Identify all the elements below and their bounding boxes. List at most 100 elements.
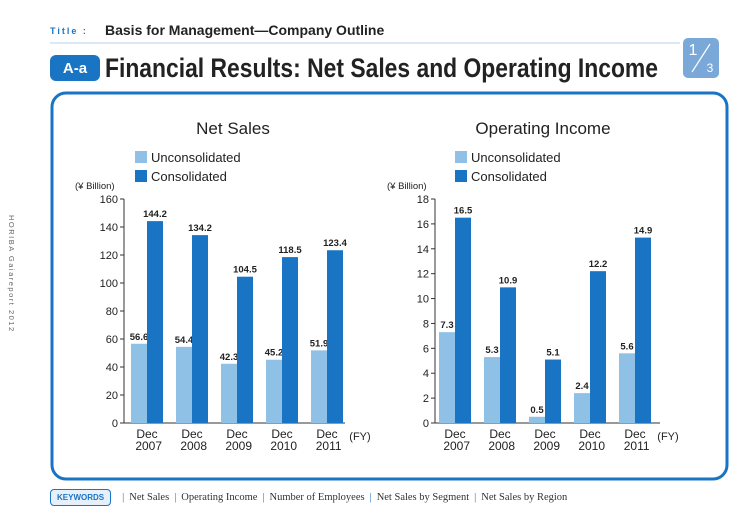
x-tick-label: Dec 2010 — [267, 427, 297, 453]
value-label: 5.3 — [485, 345, 498, 356]
legend-label: Unconsolidated — [151, 150, 241, 165]
keyword: Net Sales — [129, 492, 170, 503]
value-label: 54.4 — [175, 335, 194, 346]
y-tick-label: 160 — [100, 194, 118, 206]
y-tick-label: 6 — [423, 343, 429, 355]
bar — [529, 416, 545, 423]
y-tick-label: 2 — [423, 393, 429, 405]
keyword: Net Sales by Segment — [376, 492, 470, 503]
value-label: 14.9 — [634, 226, 653, 237]
separator: | — [122, 492, 125, 503]
y-tick-label: 10 — [417, 294, 429, 306]
separator: | — [474, 492, 477, 503]
separator: | — [369, 492, 372, 503]
legend-swatch — [455, 151, 467, 163]
bar — [455, 217, 471, 423]
value-label: 5.1 — [546, 348, 560, 359]
legend-swatch — [455, 170, 467, 182]
y-tick-label: 120 — [100, 250, 118, 262]
bar — [500, 287, 516, 423]
x-axis-label: (FY) — [657, 431, 678, 443]
panel — [50, 91, 729, 481]
x-tick-label: Dec 2011 — [312, 427, 341, 453]
y-tick-label: 12 — [417, 269, 429, 281]
bar — [282, 257, 298, 423]
separator: | — [262, 492, 265, 503]
side-text: HORIBA Gaiareport 2012 — [7, 215, 16, 333]
x-tick-label: Dec 2009 — [222, 427, 252, 453]
x-tick-label: Dec 2010 — [575, 427, 605, 453]
bar — [574, 393, 590, 423]
page-num: 1 — [689, 42, 698, 59]
bar — [311, 350, 327, 423]
value-label: 144.2 — [143, 209, 167, 220]
chart-title: Net Sales — [196, 119, 270, 138]
x-axis-label: (FY) — [349, 431, 370, 443]
value-label: 56.6 — [130, 332, 149, 343]
header-label: Title : — [50, 26, 88, 36]
y-tick-label: 140 — [100, 222, 118, 234]
x-tick-label: Dec 2007 — [440, 427, 470, 453]
bar — [484, 357, 500, 423]
value-label: 51.9 — [310, 338, 329, 349]
value-label: 45.2 — [265, 348, 284, 359]
page-title: Financial Results: Net Sales and Operati… — [105, 53, 658, 83]
bar — [147, 221, 163, 423]
value-label: 42.3 — [220, 352, 239, 363]
y-tick-label: 14 — [417, 244, 429, 256]
y-tick-label: 20 — [106, 390, 118, 402]
value-label: 118.5 — [278, 245, 302, 256]
value-label: 10.9 — [499, 275, 518, 286]
value-label: 5.6 — [620, 341, 633, 352]
y-tick-label: 0 — [423, 418, 429, 430]
keyword: Net Sales by Region — [481, 492, 568, 503]
bar — [221, 363, 237, 423]
page-slash — [691, 43, 711, 73]
chart-title: Operating Income — [475, 119, 610, 138]
value-label: 123.4 — [323, 238, 347, 249]
y-tick-label: 40 — [106, 362, 118, 374]
x-tick-label: Dec 2007 — [132, 427, 162, 453]
keyword: Number of Employees — [269, 492, 365, 503]
y-tick-label: 4 — [423, 368, 429, 380]
value-label: 12.2 — [589, 259, 608, 270]
legend-label: Unconsolidated — [471, 150, 561, 165]
bar — [237, 276, 253, 423]
y-tick-label: 18 — [417, 194, 429, 206]
bar — [590, 271, 606, 423]
y-axis-label: (¥ Billion) — [387, 181, 427, 192]
bar — [439, 332, 455, 423]
badge: A-a — [63, 60, 88, 77]
bar — [176, 346, 192, 423]
x-tick-label: Dec 2008 — [485, 427, 515, 453]
value-label: 0.5 — [530, 405, 544, 416]
bar — [327, 250, 343, 423]
bar — [635, 237, 651, 423]
bar — [266, 359, 282, 423]
value-label: 2.4 — [575, 381, 589, 392]
bar — [545, 359, 561, 423]
y-tick-label: 60 — [106, 334, 118, 346]
keywords-label: KEYWORDS — [50, 489, 112, 506]
section-title: Basis for Management—Company Outline — [105, 22, 384, 38]
page-total: 3 — [707, 61, 714, 75]
bar — [192, 235, 208, 423]
bar — [131, 343, 147, 423]
value-label: 134.2 — [188, 223, 212, 234]
y-axis-label: (¥ Billion) — [75, 181, 115, 192]
y-tick-label: 100 — [100, 278, 118, 290]
legend-swatch — [135, 170, 147, 182]
keywords: KEYWORDS | Net Sales | Operating Income | Num… — [50, 489, 567, 506]
separator: | — [174, 492, 177, 503]
x-tick-label: Dec 2009 — [530, 427, 560, 453]
keyword: Operating Income — [181, 492, 258, 503]
y-tick-label: 0 — [112, 418, 118, 430]
y-tick-label: 8 — [423, 318, 429, 330]
value-label: 7.3 — [440, 320, 453, 331]
y-tick-label: 16 — [417, 219, 429, 231]
legend-swatch — [135, 151, 147, 163]
value-label: 104.5 — [233, 265, 257, 276]
y-tick-label: 80 — [106, 306, 118, 318]
